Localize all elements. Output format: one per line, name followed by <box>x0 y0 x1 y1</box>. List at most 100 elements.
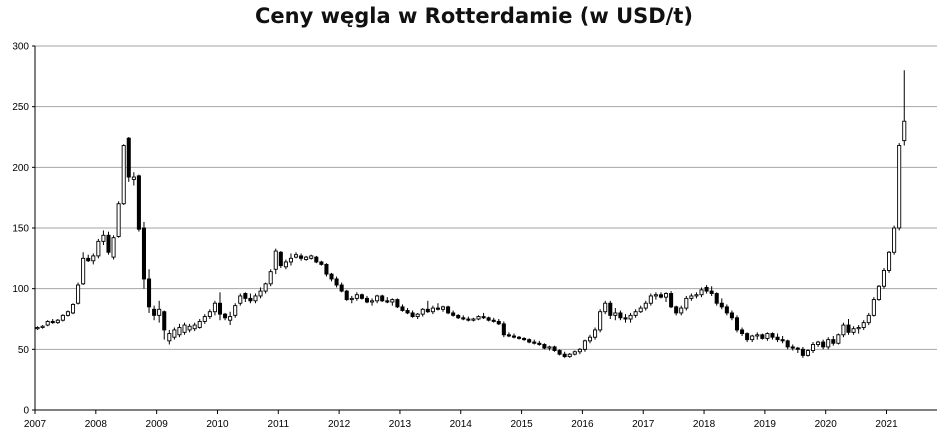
candle-body <box>50 320 55 324</box>
candle-body <box>760 334 765 339</box>
candle-2016-02 <box>587 334 593 344</box>
candle-body <box>745 333 750 341</box>
y-tick-label: 250 <box>12 102 29 113</box>
candle-2020-01 <box>826 337 831 350</box>
candle-2020-10 <box>871 297 876 317</box>
candle-body <box>430 307 435 313</box>
candle-body <box>466 318 471 321</box>
candle-2013-03 <box>410 310 415 318</box>
candle-2015-04 <box>537 340 542 346</box>
candle-2012-12 <box>395 298 400 309</box>
candle-body <box>724 306 729 314</box>
candle-2013-09 <box>440 305 446 312</box>
candle-body <box>582 340 587 350</box>
candle-2015-06 <box>547 345 552 351</box>
candle-2018-07 <box>734 315 740 333</box>
candle-body <box>572 351 577 355</box>
candle-body <box>96 240 101 257</box>
candle-body <box>785 340 790 348</box>
candle-2016-04 <box>598 309 603 333</box>
candle-body <box>446 306 451 314</box>
candle-2009-12 <box>212 300 217 316</box>
candle-2015-12 <box>577 348 582 355</box>
candle-2013-11 <box>451 310 456 317</box>
candle-body <box>856 327 861 330</box>
candle-body <box>461 317 466 320</box>
candle-2012-09 <box>380 294 385 303</box>
candle-body <box>435 307 440 310</box>
x-tick-label: 2016 <box>571 419 594 430</box>
candle-body <box>658 294 663 298</box>
candle-2017-06 <box>669 291 674 309</box>
candle-2021-04 <box>902 70 907 146</box>
candle-body <box>633 311 638 316</box>
candle-2007-06 <box>60 314 65 322</box>
candle-2014-12 <box>517 335 522 340</box>
candle-body <box>248 297 253 302</box>
candle-2009-04 <box>172 327 177 340</box>
gridlines <box>35 45 937 350</box>
candle-body <box>45 320 50 326</box>
candle-body <box>76 284 81 304</box>
candle-2009-07 <box>187 323 192 333</box>
candle-2010-09 <box>258 287 263 299</box>
candle-body <box>836 334 841 344</box>
candle-body <box>552 346 557 351</box>
candle-body <box>714 293 719 304</box>
candle-body <box>223 313 228 319</box>
candle-body <box>375 295 380 302</box>
candle-2009-08 <box>192 322 197 332</box>
candle-body <box>501 323 506 336</box>
candle-2007-03 <box>45 320 50 327</box>
x-tick-label: 2008 <box>85 419 108 430</box>
candle-body <box>147 278 152 308</box>
candle-body <box>359 294 364 299</box>
candle-body <box>192 324 197 330</box>
candle-body <box>349 297 354 301</box>
candle-body <box>314 256 319 263</box>
candle-2017-12 <box>699 287 704 298</box>
candle-2018-06 <box>729 310 734 321</box>
candle-body <box>106 234 111 253</box>
candle-body <box>871 299 876 316</box>
candle-2016-03 <box>593 327 598 340</box>
candle-2018-04 <box>719 298 724 310</box>
candle-2017-03 <box>653 292 658 300</box>
candle-body <box>294 254 299 258</box>
candle-2018-12 <box>760 333 765 340</box>
candle-2008-10 <box>141 221 146 289</box>
candle-body <box>851 328 856 333</box>
candle-2015-08 <box>557 349 562 356</box>
candle-body <box>217 302 223 315</box>
candle-2015-09 <box>562 351 567 358</box>
candle-2010-11 <box>268 269 273 287</box>
candle-body <box>522 337 527 341</box>
candle-body <box>400 306 405 311</box>
candle-2014-04 <box>476 315 481 321</box>
candle-2016-05 <box>603 300 608 315</box>
candle-2012-11 <box>390 298 395 306</box>
candle-body <box>486 317 491 321</box>
candle-2014-07 <box>491 317 496 323</box>
candle-2014-08 <box>496 319 501 326</box>
candle-2007-10 <box>81 252 86 286</box>
candle-2010-08 <box>253 293 258 304</box>
candle-2007-05 <box>55 319 60 324</box>
candle-2011-10 <box>324 263 329 277</box>
candle-2020-05 <box>846 319 851 335</box>
candle-body <box>55 319 60 324</box>
candle-body <box>91 255 96 262</box>
candle-2010-06 <box>243 292 248 303</box>
candle-body <box>471 318 476 321</box>
candle-body <box>608 302 613 316</box>
candle-body <box>268 271 273 285</box>
candle-body <box>162 311 167 331</box>
candle-body <box>689 295 694 299</box>
candle-2012-07 <box>370 298 375 306</box>
candle-2016-07 <box>613 308 618 321</box>
y-tick-label: 50 <box>18 345 30 356</box>
candle-2017-11 <box>694 292 699 299</box>
candle-body <box>385 300 390 303</box>
candle-2013-05 <box>420 308 425 317</box>
candle-body <box>456 314 461 319</box>
